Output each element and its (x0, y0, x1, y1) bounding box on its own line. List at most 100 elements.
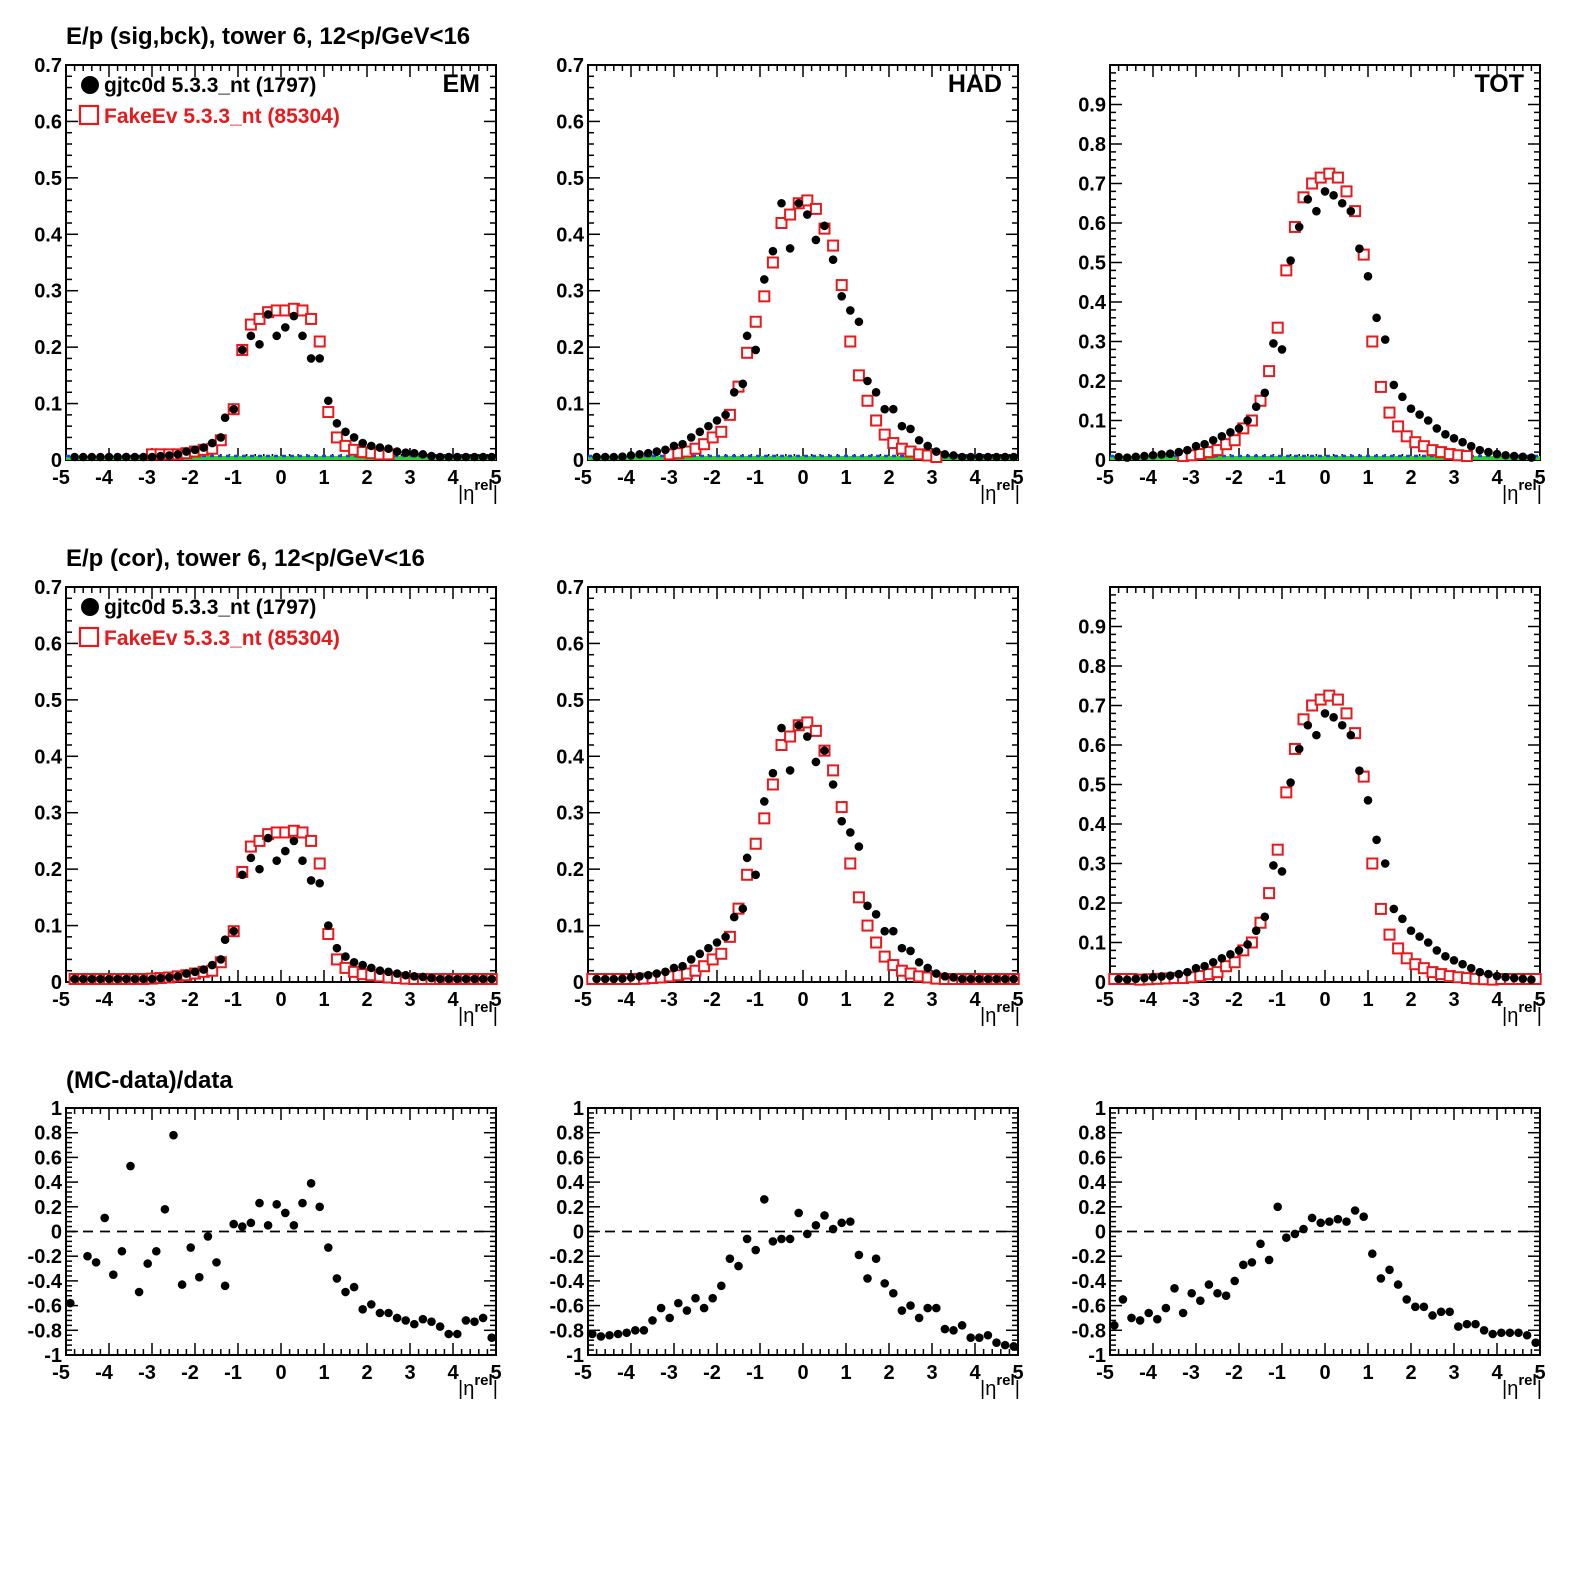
data-point (478, 452, 488, 462)
data-point (487, 974, 497, 984)
data-point (255, 864, 264, 874)
data-point (691, 1293, 700, 1303)
data-point (1411, 1302, 1420, 1312)
data-point (854, 317, 864, 327)
y-tick-label: -0.2 (1072, 1246, 1106, 1268)
data-point (1342, 1217, 1351, 1226)
x-axis-label-sup: rel (474, 1372, 492, 1389)
x-tick-label: 0 (797, 467, 808, 489)
y-tick-label: 0.3 (1078, 854, 1106, 876)
y-tick-label: -0.8 (550, 1320, 584, 1342)
data-point (1153, 1314, 1162, 1324)
data-point (207, 438, 217, 448)
data-point (613, 1329, 623, 1339)
data-point (695, 427, 705, 437)
x-tick-label: -3 (660, 1362, 678, 1384)
data-point (751, 1245, 760, 1255)
data-point (1122, 975, 1132, 984)
data-point (156, 451, 165, 461)
mc-point (1340, 707, 1353, 720)
data-point (392, 447, 402, 456)
y-tick-label: 0.6 (1078, 1147, 1106, 1169)
x-tick-label: 3 (1448, 989, 1459, 1011)
x-tick-label: 5 (490, 989, 501, 1011)
data-point (1363, 272, 1373, 281)
mc-point (870, 936, 883, 949)
data-point (863, 1274, 872, 1283)
data-point (635, 972, 644, 981)
mc-point (1280, 264, 1293, 277)
data-point (949, 973, 958, 982)
data-point (1000, 1340, 1010, 1350)
mc-point (1460, 450, 1473, 463)
data-point (661, 967, 670, 977)
data-point (1174, 969, 1184, 979)
legend-data-marker (81, 598, 99, 616)
data-point (686, 433, 696, 442)
data-point (1260, 388, 1270, 398)
data-point (794, 720, 803, 730)
data-point (957, 974, 967, 984)
data-point (478, 1313, 488, 1323)
data-point (100, 1213, 109, 1223)
data-point (229, 926, 238, 936)
x-tick-label: -4 (1139, 1362, 1158, 1384)
x-tick-label: -4 (1139, 467, 1158, 489)
x-axis-label-sup: rel (996, 1372, 1014, 1389)
data-point (392, 969, 402, 978)
data-point (669, 963, 679, 973)
data-point (83, 1251, 92, 1261)
y-tick-label: 0.4 (34, 746, 63, 768)
mc-point (1374, 380, 1387, 393)
data-point (1118, 1295, 1128, 1304)
data-point (1359, 1212, 1368, 1221)
x-axis-label: |ηrel| (458, 999, 498, 1027)
y-tick-label: 0.9 (1078, 95, 1106, 117)
x-tick-label: -5 (574, 1362, 592, 1384)
y-tick-label: 0.2 (34, 337, 62, 359)
mc-point (775, 739, 788, 751)
legend-data-label: gjtc0d 5.3.3_nt (1797) (104, 596, 316, 619)
data-point (1337, 198, 1347, 208)
data-point (889, 926, 898, 936)
x-tick-label: 4 (1491, 467, 1503, 489)
data-point (1415, 932, 1424, 941)
mc-point (844, 335, 857, 348)
mc-point (878, 950, 891, 963)
data-point (143, 1259, 152, 1268)
data-point (1518, 452, 1528, 462)
x-axis-label: |ηrel| (1502, 999, 1542, 1027)
x-tick-label: 0 (797, 1362, 808, 1384)
data-point (130, 452, 140, 462)
row-title-sig-bck: E/p (sig,bck), tower 6, 12<p/GeV<16 (66, 23, 470, 50)
mc-point (253, 312, 266, 325)
mc-point (313, 857, 326, 870)
x-tick-label: 0 (1319, 1362, 1330, 1384)
mc-point (1271, 843, 1284, 856)
x-axis-label: |ηrel| (1502, 1372, 1542, 1400)
data-point (216, 433, 226, 442)
data-point (1208, 435, 1218, 445)
data-point (1355, 766, 1364, 775)
data-point (315, 1202, 325, 1212)
x-axis-label-close: | (1015, 1378, 1020, 1400)
y-tick-label: -1 (566, 1345, 584, 1367)
plot-frame (587, 64, 1019, 461)
y-tick-label: 0.3 (556, 803, 584, 825)
x-tick-label: -2 (703, 989, 721, 1011)
panel-em-ratio: -5 -4 -3 -2 -1 0 1 2 3 4 5|ηrel|-1-0.8-0.6-0.4-0.2… (28, 1098, 502, 1400)
mc-point (1263, 887, 1276, 900)
data-point (966, 974, 975, 984)
y-tick-label: 0.7 (556, 577, 584, 599)
x-tick-label: 1 (840, 989, 851, 1011)
data-point (992, 452, 1001, 462)
x-tick-label: 4 (969, 467, 981, 489)
data-point (289, 311, 299, 321)
data-point (418, 972, 428, 982)
data-point (1320, 709, 1330, 718)
mc-point (1392, 420, 1405, 433)
x-tick-label: 3 (1448, 467, 1459, 489)
x-tick-label: -5 (52, 1362, 70, 1384)
data-point (1269, 339, 1278, 348)
x-tick-label: 5 (490, 467, 501, 489)
